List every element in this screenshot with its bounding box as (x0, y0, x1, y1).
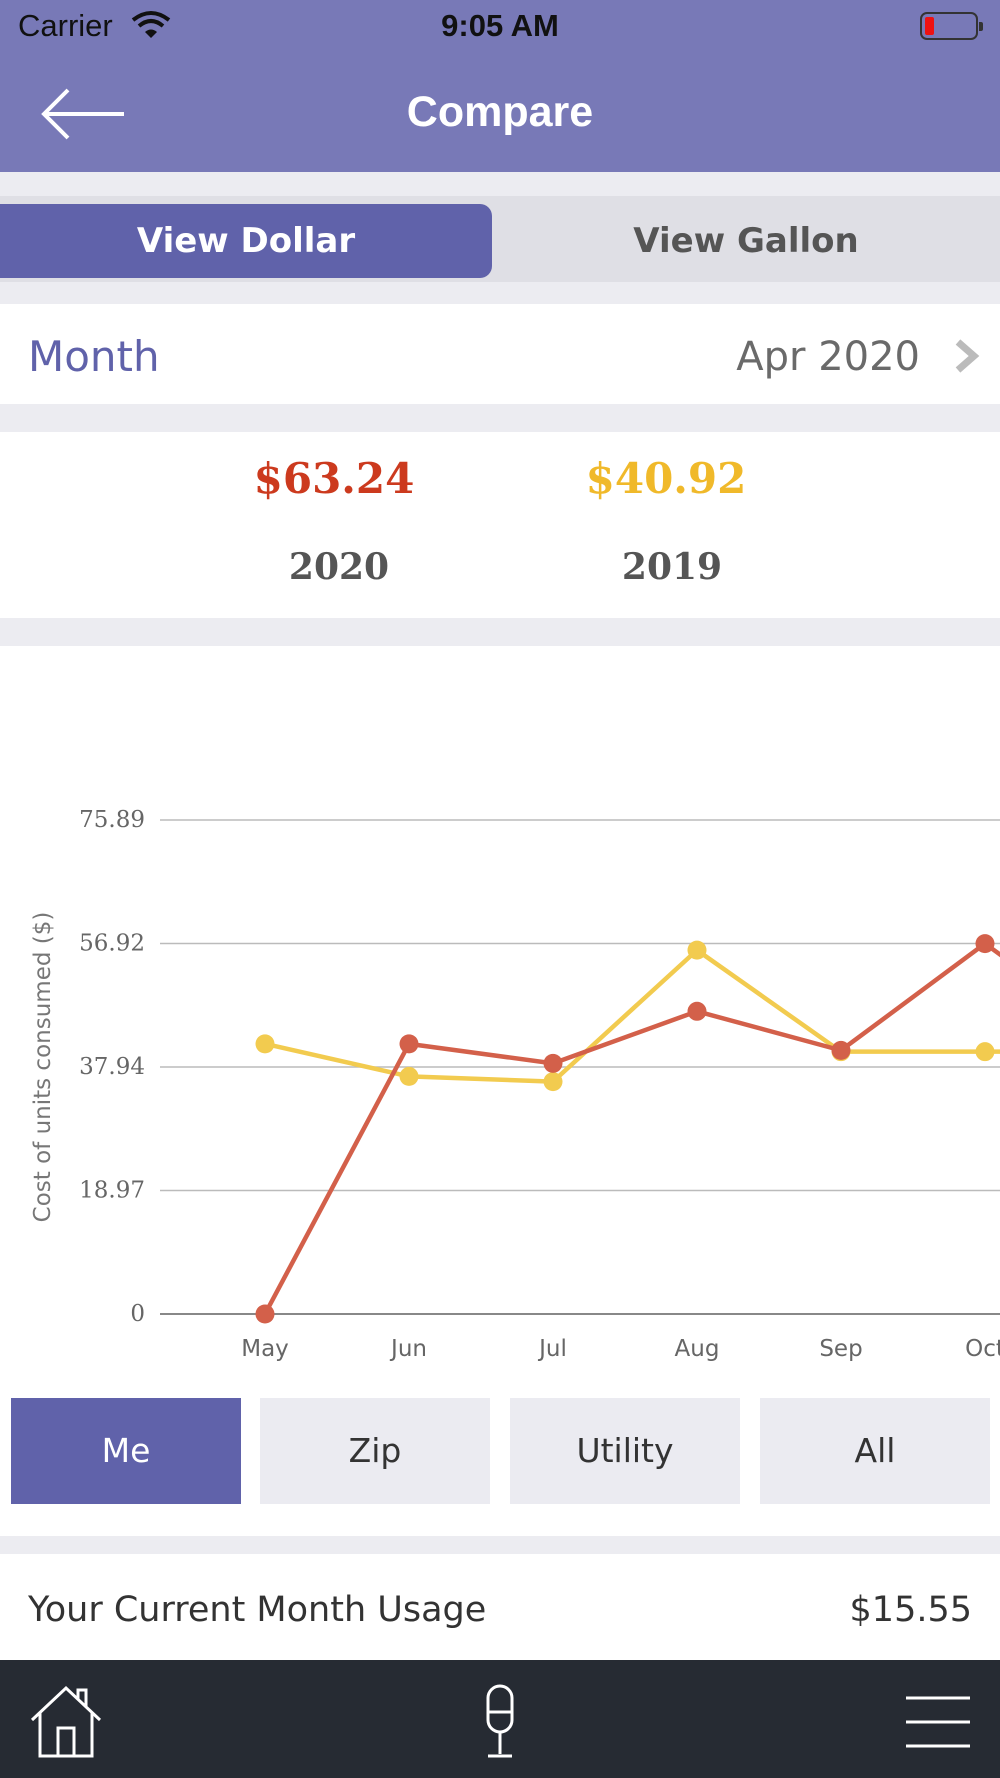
chevron-right-icon (955, 339, 980, 373)
data-point (687, 940, 707, 960)
status-bar: Carrier 9:05 AM (0, 0, 1000, 56)
x-tick-label: Sep (819, 1336, 862, 1362)
month-label: Month (28, 332, 160, 381)
tab-bar (0, 1660, 1000, 1778)
data-point (255, 1304, 275, 1324)
filter-utility-button[interactable]: Utility (510, 1398, 740, 1504)
filter-me-button[interactable]: Me (11, 1398, 241, 1504)
nav-bar: Compare (0, 56, 1000, 172)
previous-year-label: 2019 (621, 546, 723, 588)
totals-panel: $63.24 2020 $40.92 2019 (0, 432, 1000, 618)
data-point (255, 1034, 275, 1054)
y-tick-label: 0 (130, 1301, 145, 1327)
data-point (543, 1053, 563, 1073)
data-point (399, 1066, 419, 1086)
y-tick-label: 56.92 (79, 931, 145, 957)
current-month-usage: Your Current Month Usage $15.55 (0, 1554, 1000, 1660)
view-toggle: View Dollar View Gallon (0, 196, 1000, 282)
y-tick-label: 18.97 (79, 1178, 145, 1204)
view-gallon-button[interactable]: View Gallon (633, 221, 859, 261)
x-tick-label: Aug (675, 1336, 720, 1362)
usage-value: $15.55 (849, 1590, 972, 1630)
y-axis-label: Cost of units consumed ($) (30, 912, 56, 1223)
x-tick-label: May (241, 1336, 289, 1362)
data-point (543, 1072, 563, 1092)
arrow-left-icon[interactable] (38, 84, 128, 144)
series-line-0 (263, 941, 1000, 1316)
usage-label: Your Current Month Usage (28, 1590, 487, 1630)
view-dollar-button[interactable]: View Dollar (0, 204, 492, 278)
battery-low-icon (920, 12, 983, 40)
data-point (399, 1034, 419, 1054)
x-tick-label: Jun (389, 1336, 427, 1362)
data-point (975, 1042, 995, 1062)
filter-zip-button[interactable]: Zip (260, 1398, 490, 1504)
y-tick-label: 37.94 (79, 1054, 145, 1080)
current-year-amount: $63.24 (253, 454, 415, 503)
x-tick-label: Jul (537, 1336, 567, 1362)
home-icon[interactable] (26, 1682, 106, 1762)
clock: 9:05 AM (441, 8, 559, 43)
previous-year-amount: $40.92 (585, 454, 747, 503)
data-point (687, 1001, 707, 1021)
data-point (831, 1040, 851, 1060)
month-value: Apr 2020 (736, 334, 920, 380)
chart-card: 0 18.97 37.94 56.92 75.89 Cost of units consu… (0, 646, 1000, 1536)
x-tick-label: Oct (965, 1336, 1000, 1362)
hamburger-menu-icon[interactable] (898, 1682, 978, 1762)
data-point (975, 934, 995, 954)
microphone-icon[interactable] (460, 1682, 540, 1762)
carrier-label: Carrier (18, 8, 113, 43)
comparison-line-chart: 0 18.97 37.94 56.92 75.89 Cost of units consu… (30, 807, 1000, 1362)
y-tick-label: 75.89 (79, 807, 145, 833)
filter-all-button[interactable]: All (760, 1398, 990, 1504)
page-title: Compare (406, 88, 594, 136)
current-year-label: 2020 (288, 546, 390, 588)
month-selector[interactable]: Month Apr 2020 (0, 304, 1000, 404)
wifi-icon (131, 11, 171, 38)
